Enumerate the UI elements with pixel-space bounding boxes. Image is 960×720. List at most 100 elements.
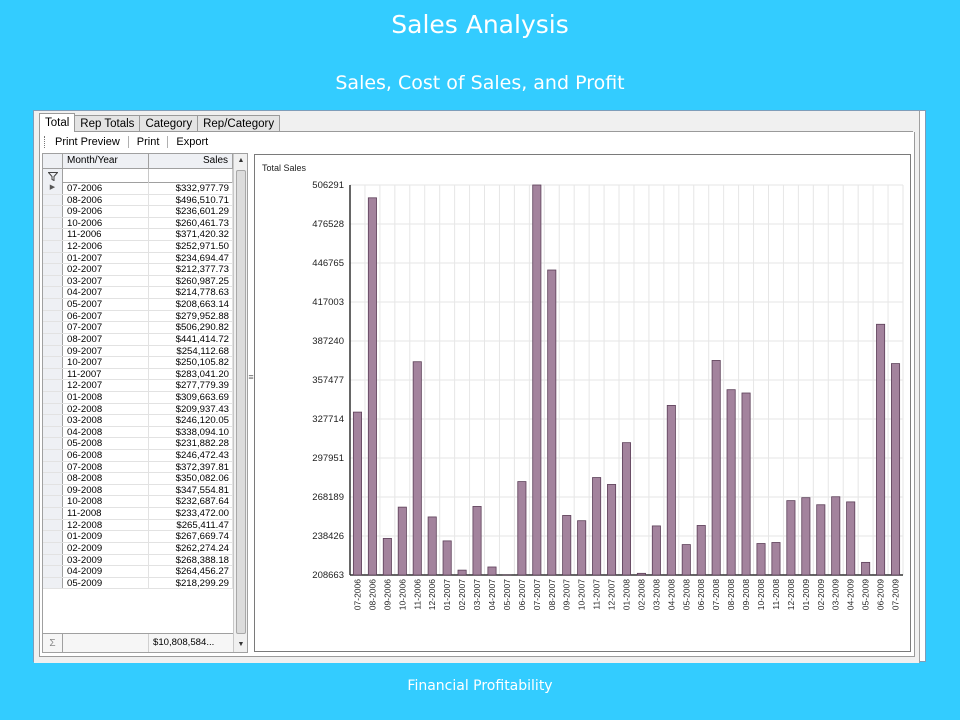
table-row[interactable]: 07-2008 $372,397.81	[43, 461, 233, 474]
bar[interactable]	[666, 404, 676, 576]
cell-month-year[interactable]: 10-2008	[63, 496, 149, 507]
cell-month-year[interactable]: 08-2006	[63, 194, 149, 205]
tab-rep-totals[interactable]: Rep Totals	[74, 115, 141, 132]
cell-sales[interactable]: $250,105.82	[149, 357, 233, 368]
bar[interactable]	[681, 544, 691, 576]
scroll-thumb[interactable]	[236, 170, 246, 634]
bar[interactable]	[651, 525, 661, 576]
cell-month-year[interactable]: 04-2007	[63, 287, 149, 298]
table-row[interactable]: 06-2007 $279,952.88	[43, 310, 233, 323]
table-row[interactable]: 03-2008 $246,120.05	[43, 415, 233, 427]
cell-sales[interactable]: $264,456.27	[149, 566, 233, 577]
table-row[interactable]: 04-2009 $264,456.27	[43, 566, 233, 578]
bar[interactable]	[846, 501, 856, 576]
toolbar-grip-icon[interactable]	[44, 136, 47, 148]
cell-sales[interactable]: $332,977.79	[149, 183, 233, 194]
table-row[interactable]: 09-2008 $347,554.81	[43, 484, 233, 497]
cell-sales[interactable]: $254,112.68	[149, 345, 233, 356]
column-header-month-year[interactable]: Month/Year	[63, 154, 149, 169]
bar[interactable]	[726, 389, 736, 576]
row-header[interactable]	[43, 368, 63, 380]
cell-sales[interactable]: $236,601.29	[149, 206, 233, 217]
row-header[interactable]	[43, 287, 63, 299]
row-header[interactable]	[43, 566, 63, 577]
table-row[interactable]: 01-2009 $267,669.74	[43, 531, 233, 543]
row-header[interactable]	[43, 264, 63, 275]
cell-month-year[interactable]: 03-2009	[63, 554, 149, 565]
row-header[interactable]	[43, 519, 63, 531]
row-header[interactable]	[43, 252, 63, 264]
table-row[interactable]: 12-2008 $265,411.47	[43, 519, 233, 532]
cell-month-year[interactable]: 01-2008	[63, 391, 149, 403]
bar[interactable]	[861, 561, 871, 576]
row-header[interactable]	[43, 357, 63, 368]
cell-sales[interactable]: $268,388.18	[149, 554, 233, 565]
table-row[interactable]: 05-2008 $231,882.28	[43, 438, 233, 451]
row-header[interactable]	[43, 275, 63, 287]
tab-category[interactable]: Category	[139, 115, 199, 132]
cell-sales[interactable]: $214,778.63	[149, 287, 233, 298]
bar[interactable]	[607, 484, 617, 576]
cell-month-year[interactable]: 10-2007	[63, 357, 149, 368]
cell-sales[interactable]: $265,411.47	[149, 519, 233, 530]
bar[interactable]	[621, 442, 632, 576]
print-button[interactable]: Print	[136, 136, 160, 148]
row-header[interactable]	[43, 241, 63, 252]
cell-month-year[interactable]: 04-2008	[63, 426, 149, 438]
row-header[interactable]	[43, 310, 63, 322]
filter-icon[interactable]	[43, 169, 63, 183]
cell-sales[interactable]: $212,377.73	[149, 264, 233, 275]
tab-rep-category[interactable]: Rep/Category	[197, 115, 281, 132]
table-row[interactable]: ▶ 07-2006 $332,977.79	[43, 183, 233, 195]
grid-vertical-scrollbar[interactable]: ▲ ▼	[233, 154, 247, 652]
cell-sales[interactable]: $218,299.29	[149, 577, 233, 589]
bar[interactable]	[427, 516, 437, 576]
row-header[interactable]	[43, 380, 63, 391]
cell-sales[interactable]: $347,554.81	[149, 484, 233, 496]
filter-month-input[interactable]	[63, 169, 149, 183]
bar[interactable]	[472, 506, 482, 576]
cell-month-year[interactable]: 02-2007	[63, 264, 149, 275]
cell-month-year[interactable]: 04-2009	[63, 566, 149, 577]
row-header[interactable]	[43, 206, 63, 217]
bar[interactable]	[801, 497, 811, 576]
table-row[interactable]: 11-2006 $371,420.32	[43, 229, 233, 242]
row-header[interactable]	[43, 473, 63, 484]
bar[interactable]	[831, 496, 841, 576]
bar[interactable]	[741, 392, 751, 576]
cell-month-year[interactable]: 02-2008	[63, 403, 149, 414]
table-row[interactable]: 07-2007 $506,290.82	[43, 322, 233, 334]
cell-sales[interactable]: $209,937.43	[149, 403, 233, 414]
bar[interactable]	[367, 197, 377, 576]
table-row[interactable]: 03-2007 $260,987.25	[43, 275, 233, 288]
bar[interactable]	[397, 506, 407, 576]
cell-month-year[interactable]: 09-2007	[63, 345, 149, 356]
export-button[interactable]: Export	[176, 136, 209, 148]
bar[interactable]	[696, 525, 706, 576]
row-header[interactable]	[43, 496, 63, 508]
table-row[interactable]: 02-2007 $212,377.73	[43, 264, 233, 276]
table-row[interactable]: 04-2007 $214,778.63	[43, 287, 233, 300]
row-header[interactable]	[43, 450, 63, 461]
row-header[interactable]	[43, 508, 63, 519]
cell-month-year[interactable]: 01-2009	[63, 531, 149, 542]
cell-sales[interactable]: $231,882.28	[149, 438, 233, 449]
cell-month-year[interactable]: 05-2009	[63, 577, 149, 589]
cell-month-year[interactable]: 07-2006	[63, 183, 149, 194]
cell-month-year[interactable]: 05-2008	[63, 438, 149, 449]
cell-month-year[interactable]: 01-2007	[63, 252, 149, 263]
row-header[interactable]	[43, 217, 63, 229]
table-row[interactable]: 02-2008 $209,937.43	[43, 403, 233, 416]
cell-month-year[interactable]: 09-2008	[63, 484, 149, 496]
row-header[interactable]	[43, 322, 63, 333]
cell-month-year[interactable]: 07-2008	[63, 461, 149, 472]
cell-month-year[interactable]: 07-2007	[63, 322, 149, 333]
table-row[interactable]: 10-2008 $232,687.64	[43, 496, 233, 509]
splitter-handle-icon[interactable]: ≡	[248, 372, 254, 382]
scroll-down-arrow-icon[interactable]: ▼	[237, 641, 245, 648]
tab-total[interactable]: Total	[39, 113, 76, 132]
cell-month-year[interactable]: 11-2008	[63, 508, 149, 519]
table-row[interactable]: 08-2007 $441,414.72	[43, 333, 233, 346]
bar[interactable]	[547, 269, 557, 576]
table-row[interactable]: 09-2007 $254,112.68	[43, 345, 233, 358]
